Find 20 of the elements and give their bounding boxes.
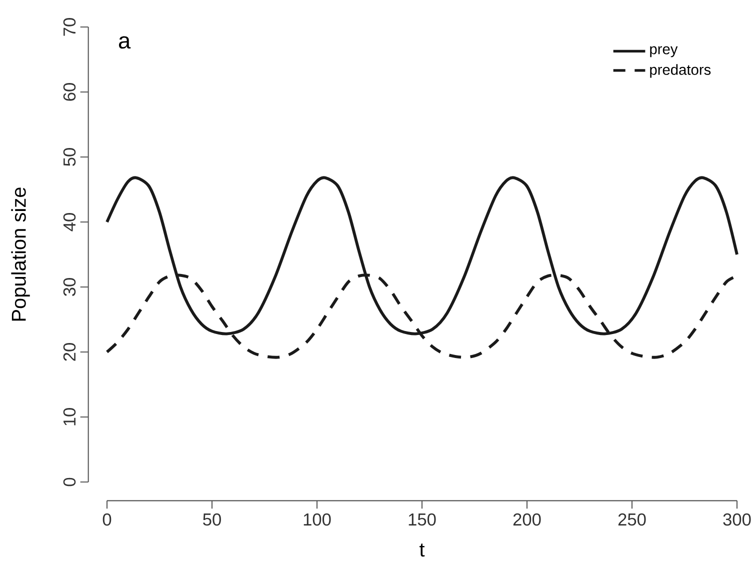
x-tick-label: 250 (618, 513, 646, 526)
y-tick-label: 60 (63, 83, 76, 101)
y-tick-label: 0 (63, 478, 76, 486)
y-tick-label: 70 (63, 18, 76, 36)
legend-label: prey (650, 46, 678, 58)
x-tick-label: 0 (102, 513, 112, 526)
x-tick-label: 200 (513, 513, 541, 526)
y-tick-label: 50 (63, 148, 76, 166)
y-tick-label: 10 (63, 408, 76, 426)
x-axis-title: t (420, 544, 425, 557)
y-axis-title: Population size (11, 188, 30, 321)
x-tick-label: 300 (723, 513, 751, 526)
legend-label: predators (650, 64, 711, 78)
x-tick-label: 150 (408, 513, 436, 526)
y-tick-label: 30 (63, 278, 76, 296)
x-tick-label: 50 (203, 513, 221, 526)
y-tick-label: 20 (63, 343, 76, 361)
x-tick-label: 100 (304, 513, 331, 526)
y-tick-label: 40 (63, 213, 76, 232)
annotation: a (118, 36, 131, 49)
